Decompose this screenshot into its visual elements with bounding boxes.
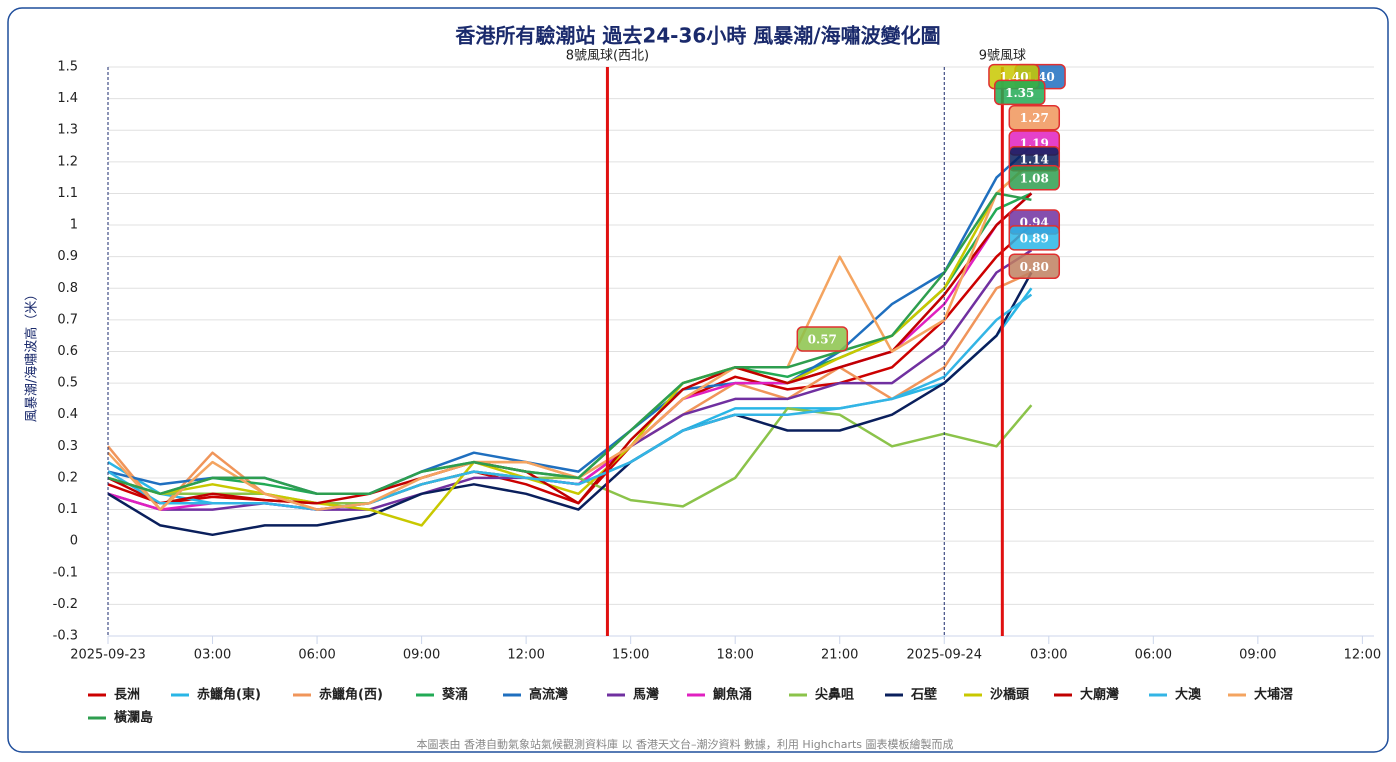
- data-label: 0.80: [1020, 260, 1049, 274]
- data-label: 1.35: [1005, 86, 1034, 100]
- legend-item[interactable]: 馬灣: [607, 687, 659, 703]
- series-line: [107, 271, 1033, 537]
- data-label: 1.08: [1020, 171, 1049, 185]
- legend-label[interactable]: 葵涌: [442, 687, 468, 703]
- legend-label[interactable]: 橫瀾島: [114, 710, 153, 726]
- x-tick-label: 03:00: [1030, 648, 1067, 663]
- y-tick-label: 0: [70, 534, 78, 549]
- grid: -0.3 -0.2 -0.1 0 0.1 0.2 0.3 0.4 0.5 0.6 0.7 0.8 0.9…: [53, 60, 1381, 663]
- y-tick-label: 0.2: [57, 470, 78, 485]
- y-tick-label: 0.4: [57, 407, 78, 422]
- x-tick-label: 06:00: [1135, 648, 1172, 663]
- data-label-box: [1008, 165, 1061, 191]
- legend-item[interactable]: 大澳: [1149, 687, 1202, 703]
- legend-item[interactable]: 尖鼻咀: [789, 687, 854, 703]
- legend-item[interactable]: 大埔滘: [1228, 687, 1293, 703]
- legend-label[interactable]: 赤鱲角(西): [319, 687, 383, 703]
- legend-item[interactable]: 橫瀾島: [88, 710, 153, 726]
- data-label: 0.89: [1020, 231, 1049, 245]
- y-tick-label: 1.1: [57, 186, 78, 201]
- legend-item[interactable]: 長洲: [88, 688, 140, 703]
- legend-item[interactable]: 赤鱲角(西): [293, 687, 383, 703]
- y-tick-label: 0.1: [57, 502, 78, 517]
- x-tick-label: 12:00: [1344, 648, 1381, 663]
- legend-label[interactable]: 馬灣: [633, 687, 659, 703]
- legend-item[interactable]: 赤鱲角(東): [171, 687, 261, 703]
- x-tick-label: 06:00: [298, 648, 335, 663]
- legend-label[interactable]: 尖鼻咀: [815, 687, 854, 703]
- legend-item[interactable]: 鰂魚涌: [687, 687, 752, 703]
- overlay: 8號風球(西北) 9號風球1.401.401.351.271.191.141.08…: [107, 49, 1066, 636]
- y-tick-label: 1.3: [57, 123, 78, 138]
- legend-item[interactable]: 石壁: [885, 687, 937, 703]
- y-tick-label: 0.8: [57, 281, 78, 296]
- legend-label[interactable]: 長洲: [114, 688, 140, 703]
- data-label-box: [1008, 104, 1061, 131]
- legend-label[interactable]: 赤鱲角(東): [197, 687, 261, 703]
- data-label-box: [1008, 253, 1061, 280]
- legend-label[interactable]: 大廟灣: [1080, 687, 1119, 703]
- series-line: [107, 192, 1032, 496]
- data-label: 1.14: [1020, 152, 1049, 166]
- series-line: [107, 293, 1033, 511]
- plot-line-label: 9號風球: [979, 49, 1026, 64]
- x-tick-label: 2025-09-24: [906, 648, 982, 663]
- y-tick-label: 0.3: [57, 439, 78, 454]
- legend-label[interactable]: 鰂魚涌: [712, 687, 752, 703]
- y-tick-label: 1.4: [57, 91, 78, 106]
- legend-label[interactable]: 大澳: [1175, 687, 1202, 703]
- legend-label[interactable]: 高流灣: [529, 687, 568, 703]
- y-tick-label: -0.3: [53, 629, 78, 644]
- data-label-box: [796, 326, 849, 352]
- legend-item[interactable]: 高流灣: [503, 687, 568, 703]
- x-tick-label: 12:00: [507, 648, 544, 663]
- plot-line-label: 8號風球(西北): [566, 49, 649, 64]
- y-tick-label: 0.7: [57, 312, 78, 327]
- y-tick-label: 0.9: [57, 249, 78, 264]
- x-tick-label: 09:00: [1239, 648, 1276, 663]
- x-tick-label: 09:00: [403, 648, 440, 663]
- y-tick-label: -0.2: [53, 597, 78, 612]
- chart-frame: [7, 7, 1389, 753]
- y-axis-title: 風暴潮/海嘯波高（米）: [24, 288, 40, 422]
- y-tick-label: 0.6: [57, 344, 78, 359]
- data-label: 0.57: [808, 332, 837, 346]
- y-tick-label: 1.2: [57, 154, 78, 169]
- plot-area: [107, 145, 1033, 537]
- data-label-box: [994, 79, 1046, 106]
- y-tick-label: -0.1: [53, 565, 78, 580]
- data-label-box: [1008, 225, 1061, 251]
- y-tick-label: 1.5: [57, 60, 78, 75]
- credits: 本圖表由 香港自動氣象站氣候觀測資料庫 以 香港天文台–潮汐資料 數據，利用 H…: [416, 737, 953, 751]
- x-tick-label: 18:00: [716, 648, 753, 663]
- legend-label[interactable]: 石壁: [910, 687, 937, 703]
- legend-item[interactable]: 沙橋頭: [964, 687, 1030, 703]
- legend-item[interactable]: 葵涌: [416, 687, 468, 703]
- chart-title: 香港所有驗潮站 過去24-36小時 風暴潮/海嘯波變化圖: [455, 24, 940, 48]
- legend-label[interactable]: 大埔滘: [1254, 687, 1293, 703]
- legend-label[interactable]: 沙橋頭: [990, 687, 1030, 703]
- y-tick-label: 0.5: [57, 376, 78, 391]
- y-tick-label: 1: [70, 218, 78, 233]
- x-tick-label: 03:00: [194, 648, 231, 663]
- legend-item[interactable]: 大廟灣: [1054, 687, 1119, 703]
- x-tick-label: 2025-09-23: [70, 648, 146, 663]
- data-label: 1.27: [1020, 111, 1049, 125]
- x-tick-label: 21:00: [821, 648, 858, 663]
- x-tick-label: 15:00: [612, 648, 649, 663]
